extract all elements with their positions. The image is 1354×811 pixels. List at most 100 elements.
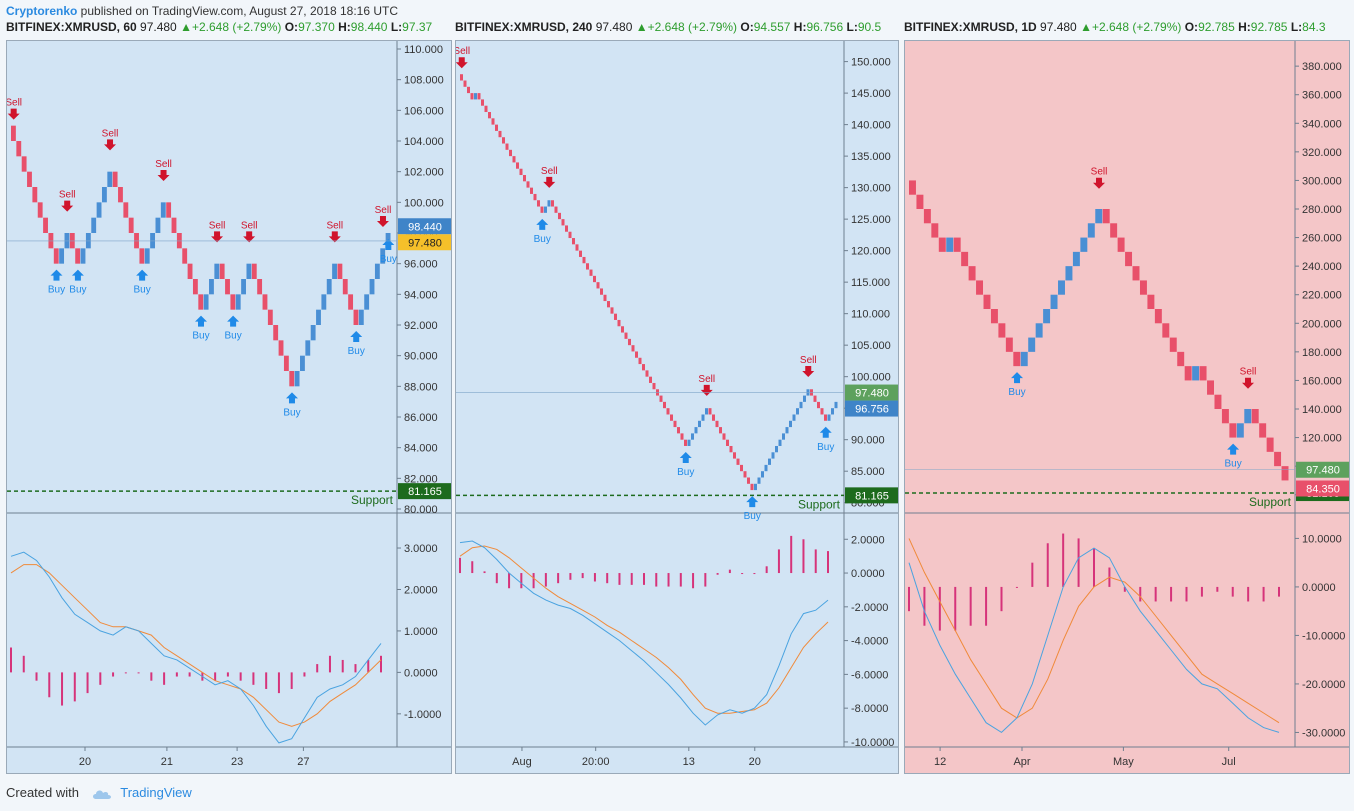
chart-background — [456, 41, 898, 773]
sell-arrow-icon — [104, 139, 117, 151]
renko-brick-down — [1251, 409, 1259, 424]
macd-tick-label: 0.0000 — [1302, 582, 1336, 594]
symbol: BITFINEX:XMRUSD, 60 — [6, 20, 137, 34]
footer: Created with TradingView — [6, 785, 192, 800]
change: +2.648 (+2.79%) — [1091, 20, 1182, 34]
renko-brick-down — [1154, 309, 1162, 324]
time-tick-label: 20:00 — [582, 756, 610, 768]
renko-brick-up — [316, 309, 321, 325]
macd-histogram-bar — [367, 659, 370, 673]
renko-brick-up — [778, 439, 782, 446]
sell-arrow-icon — [157, 170, 170, 181]
renko-brick-up — [547, 200, 551, 207]
renko-brick-down — [733, 452, 736, 459]
macd-histogram-bar — [508, 573, 511, 589]
renko-brick-down — [663, 401, 666, 409]
buy-arrow-icon — [382, 239, 395, 250]
macd-histogram-bar — [86, 672, 89, 694]
symbol: BITFINEX:XMRUSD, 1D — [904, 20, 1037, 34]
renko-brick-up — [246, 263, 252, 279]
renko-brick-down — [673, 420, 677, 428]
macd-tick-label: -10.0000 — [851, 737, 894, 749]
macd-tick-label: 1.0000 — [404, 626, 438, 638]
macd-histogram-bar — [99, 672, 102, 685]
renko-brick-up — [96, 202, 102, 218]
renko-brick-up — [1192, 366, 1200, 381]
renko-brick-down — [32, 187, 38, 203]
renko-brick-up — [326, 279, 332, 295]
price-tick-label: 104.000 — [404, 136, 444, 148]
renko-brick-down — [582, 256, 586, 264]
macd-tick-label: -1.0000 — [404, 709, 441, 721]
macd-histogram-bar — [1093, 548, 1095, 587]
price-badge-value: 97.480 — [1306, 465, 1340, 477]
macd-histogram-bar — [827, 551, 829, 574]
renko-brick-down — [909, 180, 916, 195]
price-badge — [1296, 461, 1349, 478]
macd-histogram-bar — [328, 655, 331, 673]
renko-brick-down — [118, 187, 123, 203]
macd-histogram-bar — [790, 535, 793, 574]
sell-signal-label: Sell — [326, 220, 343, 231]
price-tick-label: 115.000 — [851, 277, 890, 289]
buy-arrow-icon — [50, 269, 63, 281]
macd-histogram-bar — [1262, 586, 1265, 602]
renko-brick-down — [198, 294, 204, 310]
footer-brand[interactable]: TradingView — [120, 785, 192, 800]
renko-brick-up — [691, 433, 694, 440]
renko-brick-down — [273, 325, 279, 341]
macd-histogram — [908, 533, 1280, 631]
renko-brick-down — [267, 309, 273, 325]
price: 97.480 — [1040, 20, 1077, 34]
price-tick-label: 135.000 — [851, 151, 891, 163]
renko-brick-down — [961, 251, 969, 267]
sell-arrow-icon — [376, 216, 389, 227]
buy-arrow-icon — [195, 315, 207, 327]
renko-brick-down — [1139, 280, 1147, 295]
price-tick-label: 85.000 — [851, 466, 885, 478]
renko-brick-down — [505, 143, 509, 150]
renko-brick-down — [729, 445, 733, 453]
sell-arrow-icon — [328, 231, 341, 243]
renko-brick-up — [705, 408, 708, 415]
author-link[interactable]: Cryptorenko — [6, 4, 78, 18]
buy-arrow-icon — [136, 269, 149, 281]
price-tick-label: 260.000 — [1302, 233, 1342, 245]
renko-brick-down — [743, 471, 747, 478]
renko-brick-down — [1214, 394, 1222, 409]
macd-histogram-bar — [908, 586, 910, 612]
renko-brick-down — [69, 233, 75, 249]
renko-brick-up — [160, 202, 166, 218]
macd-histogram-bar — [1015, 586, 1018, 588]
sell-signal-label: Sell — [102, 128, 119, 139]
renko-brick-down — [278, 340, 284, 356]
renko-brick-down — [740, 464, 743, 472]
renko-brick-down — [1169, 337, 1177, 352]
renko-brick-down — [645, 370, 649, 377]
renko-brick-down — [670, 414, 673, 421]
macd-histogram-bar — [22, 655, 25, 673]
renko-brick-down — [192, 279, 198, 295]
chart-panel-240m[interactable]: 150.000 145.000 140.000 135.000 130.000 125.0… — [455, 40, 899, 774]
renko-brick-down — [575, 244, 579, 251]
renko-brick-up — [761, 471, 764, 478]
macd-signal-line — [908, 538, 1280, 724]
macd-histogram-bar — [1278, 586, 1280, 597]
renko-brick-down — [976, 280, 984, 295]
macd-histogram-bar — [48, 672, 51, 698]
macd-histogram — [10, 647, 382, 706]
renko-brick-down — [631, 345, 635, 352]
macd-histogram-bar — [112, 672, 115, 677]
chart-panel-1d[interactable]: 380.000 360.000 340.000 320.000 300.000 280.0… — [904, 40, 1350, 774]
renko-brick-down — [509, 149, 512, 157]
publish-line: Cryptorenko published on TradingView.com… — [6, 4, 398, 18]
renko-brick-down — [1184, 366, 1192, 381]
chart-panel-60m[interactable]: 110.000 108.000 106.000 104.000 102.000 100.0… — [6, 40, 452, 774]
buy-arrow-icon — [819, 426, 832, 438]
price-badge-value: 98.440 — [408, 221, 442, 233]
price-tick-label: 94.000 — [404, 289, 438, 301]
renko-brick-down — [16, 141, 22, 157]
macd-histogram-bar — [581, 573, 584, 579]
renko-brick-down — [37, 202, 43, 218]
renko-brick-down — [1125, 251, 1133, 267]
